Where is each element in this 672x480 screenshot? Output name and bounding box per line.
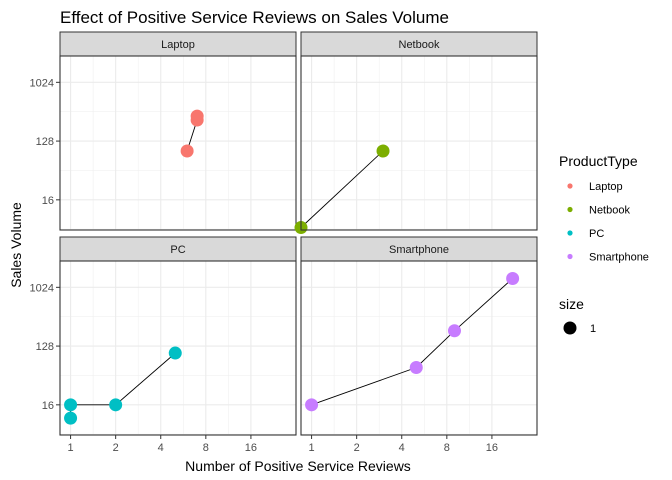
x-tick-label: 2 (113, 442, 119, 454)
y-tick-label: 1024 (30, 282, 54, 294)
panel-border (59, 260, 297, 436)
panel-border (300, 260, 538, 436)
data-point (447, 324, 461, 338)
data-point (409, 360, 423, 374)
chart-title: Effect of Positive Service Reviews on Sa… (60, 8, 449, 27)
legend-size-label: 1 (590, 323, 596, 335)
legend-label-laptop: Laptop (589, 181, 623, 193)
facet-strip-label: Smartphone (389, 244, 449, 256)
y-tick-label: 128 (36, 136, 54, 148)
x-tick-label: 16 (245, 442, 257, 454)
legend-key-netbook (567, 206, 573, 213)
data-point (109, 398, 123, 412)
x-tick-label: 16 (486, 442, 498, 454)
legend-key-laptop (567, 183, 573, 189)
facet-panel-laptop: Laptop 16 128 1024 (30, 31, 297, 231)
y-tick-label: 128 (36, 341, 54, 353)
legend-label-smartphone: Smartphone (589, 252, 649, 264)
panel-background (301, 56, 537, 230)
panel-background (60, 56, 296, 230)
y-tick-label: 16 (42, 400, 54, 412)
series-line-smartphone (311, 278, 513, 406)
facet-strip-label: Laptop (161, 39, 195, 51)
legend-key-pc (567, 230, 573, 236)
facet-panel-pc: PC 16 128 1024 1 2 4 8 16 (30, 236, 297, 454)
legend-size-key (563, 321, 577, 335)
legend-color-items: Laptop Netbook PC Smartphone (567, 181, 649, 264)
data-point (64, 398, 78, 412)
data-point (376, 144, 390, 158)
data-point (506, 271, 520, 285)
x-tick-label: 1 (68, 442, 74, 454)
x-tick-label: 2 (354, 442, 360, 454)
facet-strip-label: PC (170, 244, 185, 256)
panel-border (300, 55, 538, 231)
x-tick-label: 4 (399, 442, 405, 454)
facet-panel-netbook: Netbook (294, 31, 538, 235)
y-tick-label: 1024 (30, 77, 54, 89)
x-tick-label: 8 (444, 442, 450, 454)
x-tick-label: 8 (203, 442, 209, 454)
data-point (168, 346, 182, 360)
data-point (305, 398, 319, 412)
x-axis-title: Number of Positive Service Reviews (185, 458, 411, 474)
series-line-pc (70, 352, 176, 419)
data-point (190, 109, 204, 123)
y-tick-label: 16 (42, 195, 54, 207)
data-point (64, 411, 78, 425)
facet-strip (300, 236, 538, 262)
legend-key-smartphone (567, 253, 573, 260)
x-tick-label: 1 (309, 442, 315, 454)
legend-label-netbook: Netbook (589, 205, 630, 217)
y-axis-title: Sales Volume (8, 202, 24, 288)
facet-strip-label: Netbook (399, 39, 440, 51)
panel-background (301, 261, 537, 435)
panel-border (59, 55, 297, 231)
facet-panel-smartphone: Smartphone 1 2 4 8 16 (300, 236, 538, 454)
x-tick-label: 4 (158, 442, 164, 454)
legend-label-pc: PC (589, 228, 604, 240)
legend: ProductType Laptop Netbook PC Smartphone si… (559, 153, 649, 335)
series-line-netbook (300, 150, 384, 228)
data-point (180, 144, 194, 158)
facet-strip (59, 31, 297, 57)
legend-size-title: size (559, 296, 584, 312)
legend-color-title: ProductType (559, 153, 638, 169)
